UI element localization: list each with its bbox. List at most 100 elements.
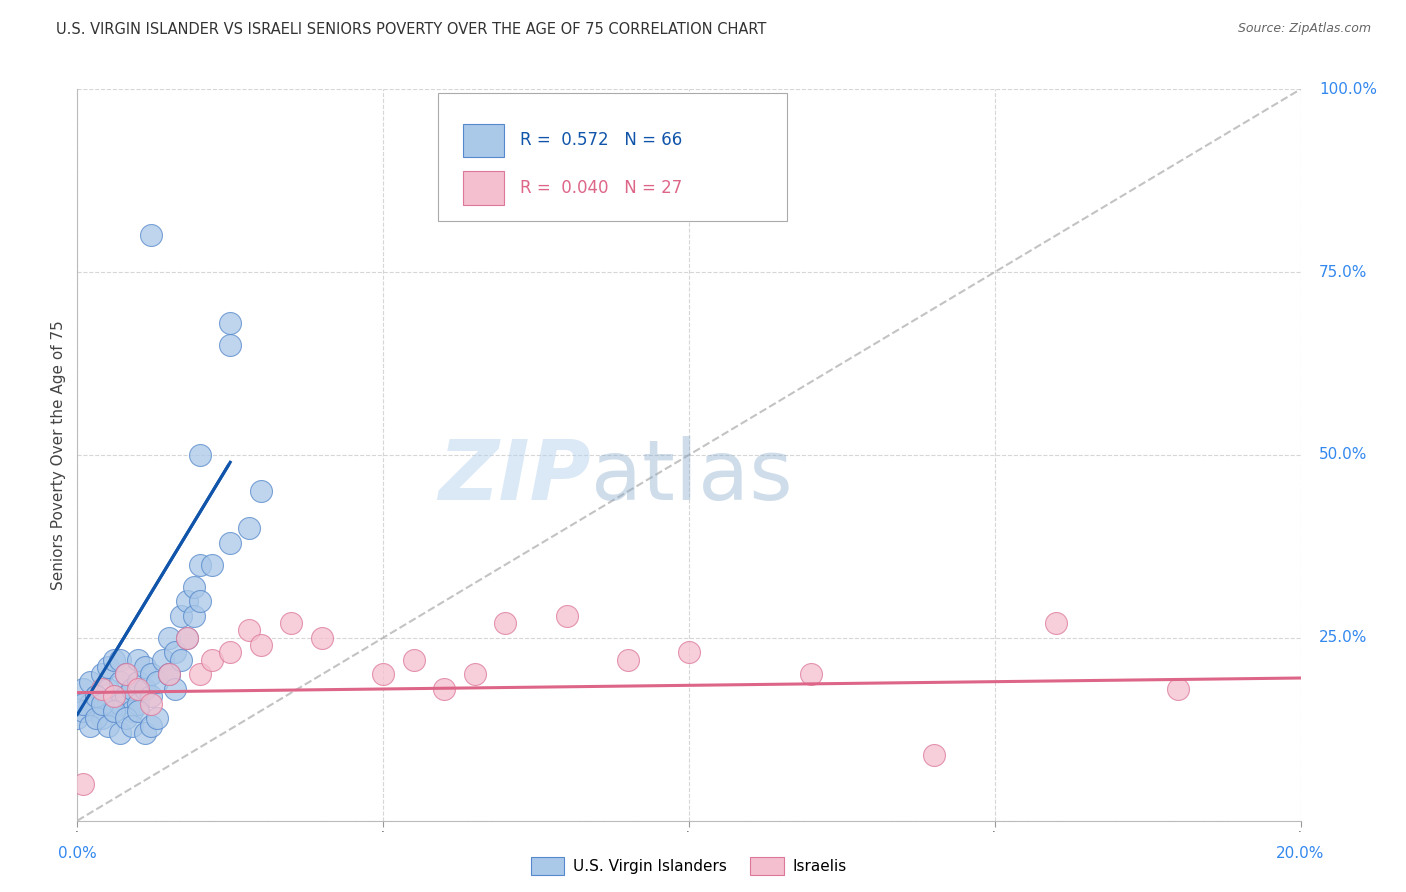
Point	[152, 653, 174, 667]
Point	[139, 718, 162, 732]
Point	[183, 608, 205, 623]
Text: U.S. VIRGIN ISLANDER VS ISRAELI SENIORS POVERTY OVER THE AGE OF 75 CORRELATION C: U.S. VIRGIN ISLANDER VS ISRAELI SENIORS …	[56, 22, 766, 37]
Point	[84, 711, 107, 725]
Point	[238, 624, 260, 638]
Point	[90, 681, 112, 696]
Point	[79, 697, 101, 711]
Point	[311, 631, 333, 645]
FancyBboxPatch shape	[463, 124, 505, 157]
Point	[250, 638, 273, 652]
Point	[157, 631, 180, 645]
Point	[66, 711, 89, 725]
Point	[103, 704, 125, 718]
Point	[617, 653, 640, 667]
Point	[170, 653, 193, 667]
Point	[90, 697, 112, 711]
Point	[115, 667, 138, 681]
Point	[134, 681, 156, 696]
Point	[1167, 681, 1189, 696]
Point	[495, 616, 517, 631]
Point	[176, 594, 198, 608]
Point	[127, 653, 149, 667]
Point	[103, 690, 125, 704]
Point	[90, 667, 112, 681]
Point	[183, 580, 205, 594]
Point	[115, 711, 138, 725]
Point	[139, 690, 162, 704]
Point	[103, 704, 125, 718]
Point	[188, 667, 211, 681]
Point	[402, 653, 425, 667]
Text: R =  0.572   N = 66: R = 0.572 N = 66	[520, 131, 682, 149]
Point	[146, 711, 169, 725]
Point	[72, 681, 94, 696]
Point	[219, 338, 242, 352]
Point	[139, 667, 162, 681]
Point	[84, 704, 107, 718]
Point	[90, 711, 112, 725]
Point	[157, 667, 180, 681]
Point	[678, 645, 700, 659]
Point	[800, 667, 823, 681]
Point	[108, 726, 131, 740]
Point	[108, 674, 131, 689]
Point	[165, 645, 187, 659]
Y-axis label: Seniors Poverty Over the Age of 75: Seniors Poverty Over the Age of 75	[51, 320, 66, 590]
Text: 50.0%: 50.0%	[1319, 448, 1367, 462]
Point	[134, 660, 156, 674]
Point	[464, 667, 486, 681]
Text: ZIP: ZIP	[439, 436, 591, 517]
Text: 0.0%: 0.0%	[58, 847, 97, 862]
Point	[127, 704, 149, 718]
Point	[219, 535, 242, 549]
Text: R =  0.040   N = 27: R = 0.040 N = 27	[520, 179, 682, 197]
Point	[103, 690, 125, 704]
Point	[134, 726, 156, 740]
Point	[79, 718, 101, 732]
Point	[1045, 616, 1067, 631]
Point	[371, 667, 394, 681]
Point	[165, 681, 187, 696]
Point	[139, 228, 162, 243]
Point	[72, 697, 94, 711]
Point	[219, 645, 242, 659]
Point	[127, 674, 149, 689]
Point	[188, 448, 211, 462]
Point	[555, 608, 578, 623]
Point	[188, 558, 211, 572]
Point	[121, 704, 143, 718]
Point	[97, 697, 120, 711]
Point	[238, 521, 260, 535]
Point	[84, 690, 107, 704]
Point	[108, 697, 131, 711]
Point	[115, 667, 138, 681]
Point	[433, 681, 456, 696]
Point	[121, 681, 143, 696]
Point	[201, 653, 224, 667]
Text: 20.0%: 20.0%	[1277, 847, 1324, 862]
FancyBboxPatch shape	[439, 93, 787, 221]
Point	[121, 718, 143, 732]
Text: 25.0%: 25.0%	[1319, 631, 1367, 645]
Point	[97, 681, 120, 696]
Point	[72, 777, 94, 791]
Point	[157, 667, 180, 681]
Point	[176, 631, 198, 645]
Point	[72, 704, 94, 718]
Point	[170, 608, 193, 623]
Point	[97, 718, 120, 732]
Text: Source: ZipAtlas.com: Source: ZipAtlas.com	[1237, 22, 1371, 36]
Point	[922, 747, 945, 762]
FancyBboxPatch shape	[463, 171, 505, 205]
Point	[79, 674, 101, 689]
Point	[157, 667, 180, 681]
Point	[103, 653, 125, 667]
Point	[97, 660, 120, 674]
Point	[84, 690, 107, 704]
Legend: U.S. Virgin Islanders, Israelis: U.S. Virgin Islanders, Israelis	[523, 849, 855, 882]
Text: atlas: atlas	[591, 436, 793, 517]
Point	[127, 681, 149, 696]
Point	[108, 653, 131, 667]
Text: 100.0%: 100.0%	[1319, 82, 1376, 96]
Point	[146, 674, 169, 689]
